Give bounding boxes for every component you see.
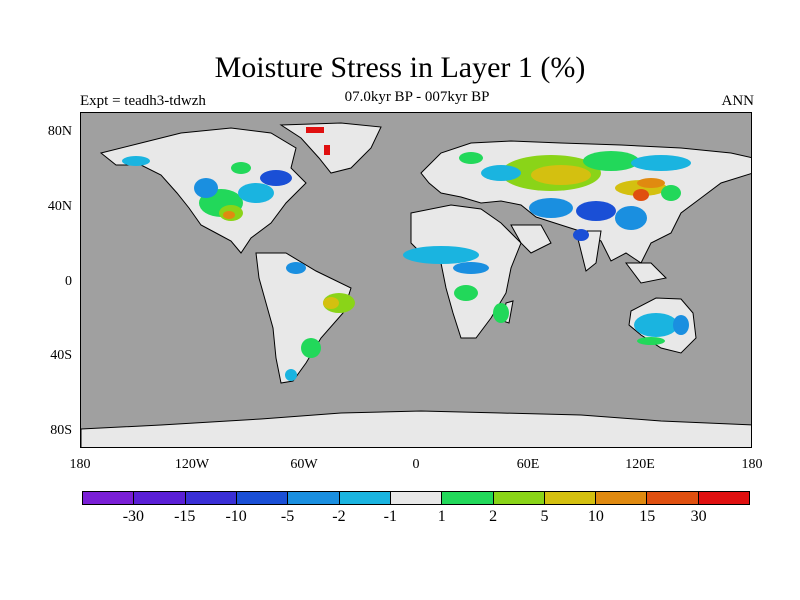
- x-tick-label: 180: [69, 457, 91, 472]
- anomaly-patch: [573, 229, 589, 241]
- map-panel: [80, 112, 752, 448]
- anomaly-patch: [633, 189, 649, 201]
- anomaly-patch: [453, 262, 489, 274]
- world-map: [81, 122, 751, 447]
- x-tick-label: 120E: [625, 457, 655, 472]
- colorbar-box: [390, 492, 443, 504]
- colorbar-box: [236, 492, 289, 504]
- greenland: [279, 122, 382, 174]
- colorbar-box: [185, 492, 237, 504]
- colorbar-box: [83, 492, 135, 504]
- colorbar-box: [442, 492, 494, 504]
- y-tick-label: 0: [65, 274, 72, 289]
- anomaly-patch: [324, 145, 330, 155]
- y-tick-label: 80S: [50, 423, 72, 438]
- plot-title: Moisture Stress in Layer 1 (%): [214, 51, 586, 84]
- colorbar-box: [544, 492, 597, 504]
- anomaly-patch: [194, 178, 218, 198]
- anomaly-patch: [323, 297, 339, 309]
- anomaly-patch: [493, 303, 509, 323]
- colorbar-box: [647, 492, 699, 504]
- colorbar-label: -30: [122, 508, 145, 525]
- anomaly-patch: [531, 165, 591, 185]
- anomaly-patch: [260, 170, 292, 186]
- colorbar-label: 2: [489, 508, 498, 525]
- anomaly-patch: [285, 369, 297, 381]
- south-america: [255, 252, 352, 384]
- colorbar-box: [134, 492, 186, 504]
- antarctica: [81, 410, 751, 447]
- land-masses: [81, 122, 751, 447]
- anomaly-patch: [661, 185, 681, 201]
- colorbar-label: -10: [225, 508, 247, 525]
- colorbar-label: 1: [437, 508, 446, 525]
- anomaly-patch: [637, 337, 665, 345]
- colorbar-box: [698, 492, 750, 504]
- colorbar-box: [493, 492, 545, 504]
- colorbar-label: -5: [280, 508, 295, 525]
- colorbar: [82, 491, 750, 505]
- anomaly-patch: [481, 165, 521, 181]
- anomaly-patch: [673, 315, 689, 335]
- colorbar-box: [288, 492, 340, 504]
- colorbar-label: 5: [540, 508, 549, 525]
- y-tick-label: 40N: [47, 199, 72, 214]
- anomaly-patch: [634, 313, 678, 337]
- anomaly-patch: [459, 152, 483, 164]
- plot-subtitle: 07.0kyr BP - 007kyr BP: [344, 89, 490, 105]
- colorbar-label: -15: [174, 508, 196, 525]
- anomaly-patches: [122, 127, 691, 381]
- anomaly-patch: [615, 206, 647, 230]
- anomaly-patch: [306, 127, 324, 133]
- y-tick-label: 80N: [47, 124, 72, 139]
- x-tick-label: 60E: [516, 457, 540, 472]
- anomaly-patch: [403, 246, 479, 264]
- anomaly-patch: [583, 151, 639, 171]
- colorbar-box: [596, 492, 648, 504]
- anomaly-patch: [238, 183, 274, 203]
- season-label: ANN: [721, 93, 755, 109]
- colorbar-label: -1: [383, 508, 397, 525]
- x-tick-label: 120W: [174, 457, 210, 472]
- anomaly-patch: [231, 162, 251, 174]
- x-tick-label: 180: [741, 457, 763, 472]
- x-tick-label: 60W: [290, 457, 318, 472]
- colorbar-box: [339, 492, 391, 504]
- anomaly-patch: [529, 198, 573, 218]
- anomaly-patch: [122, 156, 150, 166]
- anomaly-patch: [301, 338, 321, 358]
- arabia: [510, 224, 552, 254]
- colorbar-label: -2: [332, 508, 346, 525]
- colorbar-label: 30: [690, 508, 707, 525]
- anomaly-patch: [223, 211, 235, 219]
- anomaly-patch: [631, 155, 691, 171]
- india: [575, 230, 602, 272]
- y-tick-label: 40S: [50, 348, 72, 363]
- colorbar-label: 10: [587, 508, 604, 525]
- southeast-asia: [625, 262, 668, 284]
- anomaly-patch: [286, 262, 306, 274]
- x-tick-label: 0: [412, 457, 420, 472]
- anomaly-patch: [637, 178, 665, 188]
- colorbar-label: 15: [639, 508, 656, 525]
- anomaly-patch: [454, 285, 478, 301]
- experiment-label: Expt = teadh3-tdwzh: [80, 93, 206, 109]
- anomaly-patch: [576, 201, 616, 221]
